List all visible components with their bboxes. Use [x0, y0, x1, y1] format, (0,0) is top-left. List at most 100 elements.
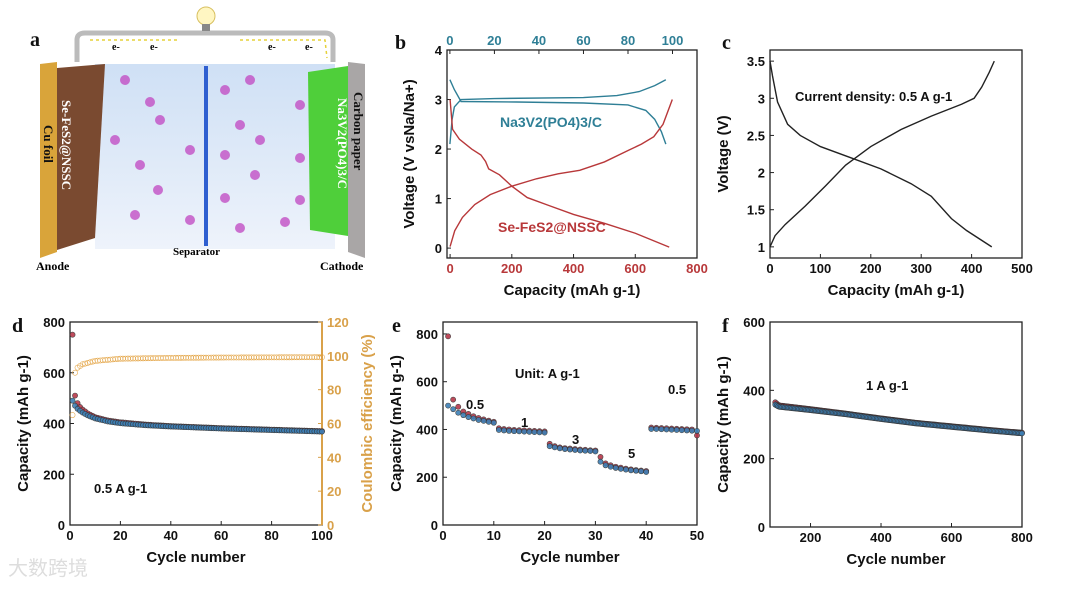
separator-membrane [204, 66, 208, 246]
sodium-ion [145, 97, 155, 107]
electron-flow-arrow [90, 39, 328, 59]
y-tick-label: 400 [416, 422, 438, 437]
data-point [445, 402, 451, 409]
data-point [319, 354, 325, 361]
plot-frame [442, 321, 698, 526]
anode-material-label: Se-FeS2@NSSC [59, 100, 74, 190]
data-point [511, 428, 518, 435]
series-line-discharge [769, 61, 993, 248]
data-point [551, 444, 558, 451]
x-tick-label: 0 [766, 261, 773, 276]
y-tick-label: 200 [743, 452, 765, 467]
x-axis-label: Capacity (mAh g-1) [828, 282, 965, 299]
x-axis-label: Cycle number [520, 549, 619, 566]
y2-axis-label: Coulombic efficiency (%) [359, 334, 376, 512]
data-point [485, 418, 492, 425]
annotation-current-density: 0.5 A g-1 [94, 481, 147, 496]
x-tick-label: 400 [870, 530, 892, 545]
rate-label: 0.5 [668, 382, 686, 397]
x-tick-label: 10 [487, 528, 501, 543]
y2-tick-label: 20 [327, 484, 341, 499]
y-tick-label: 0 [435, 241, 442, 256]
y-tick-label: 1.5 [747, 203, 765, 218]
series-line-Se-FeS2-NSSC [449, 99, 673, 247]
data-point [455, 409, 462, 416]
carbon-paper [348, 62, 365, 258]
light-bulb-icon [196, 6, 216, 31]
sodium-ion [245, 75, 255, 85]
cu-foil-label: Cu foil [41, 125, 56, 163]
chart-panel-c: 0 100 200 300 400 500 1 1.5 2 2.5 3 3.5 Capacity (mA… [715, 49, 1033, 299]
y-tick-label: 3 [758, 91, 765, 106]
sodium-ion [185, 145, 195, 155]
data-point [490, 419, 497, 426]
y2-tick-label: 100 [327, 349, 349, 364]
y-axis-label: Voltage (V) [715, 115, 732, 192]
x-tick-label: 200 [501, 261, 523, 276]
annotation-current-density: 1 A g-1 [866, 378, 908, 393]
y-axis-label: Capacity (mAh g-1) [15, 355, 32, 492]
chart-panel-d: 0 20 40 60 80 1000200400600800020406080100120… [15, 315, 376, 566]
y-tick-label: 1 [758, 240, 765, 255]
x-tick-label: 0 [446, 261, 453, 276]
rate-label: 3 [572, 432, 579, 447]
data-point [556, 445, 563, 452]
x-tick-label: 20 [537, 528, 551, 543]
cathode-label: Cathode [320, 259, 364, 273]
x-tick-label: 500 [1011, 261, 1033, 276]
series-line-Na3V2-PO4-3-C [449, 79, 667, 145]
cathode-material-label: Na3V2(PO4)3/C [335, 98, 350, 189]
chart-panel-f: 200 400 600 800 0 200 400 600 Cycle number Capaci… [715, 315, 1033, 568]
series-line-Se-FeS2-NSSC [449, 99, 670, 248]
data-point [612, 465, 619, 471]
cathode-electrode [308, 66, 348, 236]
data-point [694, 428, 700, 434]
data-point [668, 426, 675, 433]
x-tick-label: 60 [214, 528, 228, 543]
data-point [577, 447, 584, 454]
x-tick-label: 400 [563, 261, 585, 276]
data-point [541, 429, 548, 436]
y2-tick-label: 40 [327, 450, 341, 465]
data-point [678, 427, 685, 434]
rate-label: 5 [628, 446, 635, 461]
sodium-ion [110, 135, 120, 145]
sodium-ions [110, 75, 305, 233]
rate-label: 1 [521, 415, 528, 430]
data-point [531, 429, 538, 435]
plot-frame [769, 49, 1023, 259]
annotation-current-density: Current density: 0.5 A g-1 [795, 89, 952, 104]
plot-frame [769, 321, 1023, 528]
x-tick-label: 200 [800, 530, 822, 545]
data-point [450, 406, 457, 413]
data-point [638, 468, 645, 475]
panel-a-illustration: a e- e- e- e- Se-FeS2@NSSC Cu foil Na3V2… [30, 6, 366, 273]
top-x-tick-label: 20 [487, 33, 501, 48]
data-point [592, 448, 599, 455]
data-point [316, 354, 323, 361]
separator-label: Separator [173, 246, 220, 258]
x-tick-label: 30 [588, 528, 602, 543]
sodium-ion [280, 217, 290, 227]
electron-label: e- [150, 42, 158, 53]
y-tick-label: 600 [43, 366, 65, 381]
data-point [536, 429, 543, 436]
sodium-ion [220, 85, 230, 95]
y-tick-label: 0 [431, 518, 438, 533]
data-point [602, 462, 609, 469]
x-tick-label: 0 [439, 528, 446, 543]
y-axis-label: Capacity (mAh g-1) [715, 356, 732, 493]
y-tick-label: 0 [758, 520, 765, 535]
x-tick-label: 20 [113, 528, 127, 543]
x-tick-label: 400 [961, 261, 983, 276]
x-tick-label: 300 [910, 261, 932, 276]
y-tick-label: 2 [435, 142, 442, 157]
data-point [450, 396, 457, 403]
sodium-ion [220, 193, 230, 203]
annotation-cathode: Na3V2(PO4)3/C [500, 114, 602, 130]
data-point [445, 333, 451, 340]
data-point [663, 426, 670, 433]
data-point [72, 392, 78, 399]
x-tick-label: 100 [311, 528, 333, 543]
